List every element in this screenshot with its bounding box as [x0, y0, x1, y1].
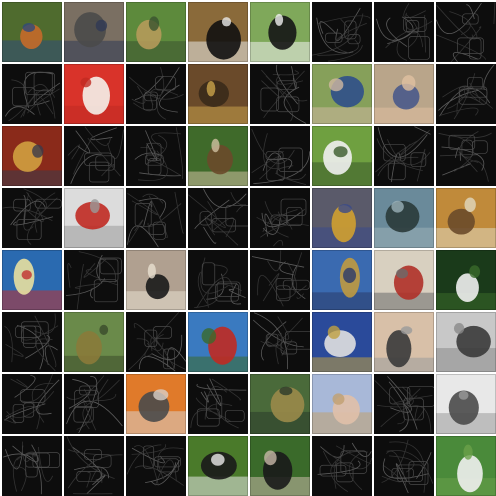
thumbnail-shelves — [188, 64, 248, 124]
thumbnail-edge-map — [436, 126, 496, 186]
thumbnail-edge-map — [126, 126, 186, 186]
thumbnail-edge-map — [374, 436, 434, 496]
thumbnail-edge-map — [312, 436, 372, 496]
thumbnail-edge-map — [64, 374, 124, 434]
thumbnail-person-forest — [188, 126, 248, 186]
thumbnail-fire-truck — [374, 250, 434, 310]
thumbnail-dog-grass — [188, 436, 248, 496]
thumbnail-edge-map — [188, 374, 248, 434]
thumbnail-objects-table — [312, 188, 372, 248]
thumbnail-child-fish — [312, 250, 372, 310]
thumbnail-edge-map — [250, 126, 310, 186]
thumbnail-dogs — [126, 250, 186, 310]
thumbnail-edge-map — [126, 64, 186, 124]
thumbnail-two-people — [374, 64, 434, 124]
thumbnail-edge-map — [126, 436, 186, 496]
thumbnail-gas-pump — [2, 250, 62, 310]
thumbnail-dog — [250, 2, 310, 62]
thumbnail-edge-map — [250, 312, 310, 372]
thumbnail-edge-map — [436, 2, 496, 62]
thumbnail-edge-map — [2, 64, 62, 124]
thumbnail-person-grass — [312, 126, 372, 186]
thumbnail-edge-map — [64, 126, 124, 186]
thumbnail-edge-map — [188, 188, 248, 248]
thumbnail-edge-map — [64, 436, 124, 496]
thumbnail-chainsaw — [126, 374, 186, 434]
thumbnail-golf-ball — [436, 250, 496, 310]
thumbnail-church-autumn — [436, 188, 496, 248]
thumbnail-edge-map — [250, 188, 310, 248]
thumbnail-edge-map — [2, 188, 62, 248]
thumbnail-dog — [188, 2, 248, 62]
thumbnail-edge-map — [436, 64, 496, 124]
thumbnail-person-indoor — [64, 2, 124, 62]
thumbnail-edge-map — [374, 374, 434, 434]
thumbnail-person-fish — [126, 2, 186, 62]
thumbnail-edge-map — [374, 2, 434, 62]
thumbnail-edge-map — [250, 250, 310, 310]
thumbnail-sky-field — [312, 374, 372, 434]
thumbnail-edge-map — [2, 374, 62, 434]
thumbnail-church-bw — [436, 312, 496, 372]
thumbnail-edge-map — [250, 64, 310, 124]
thumbnail-edge-map — [126, 188, 186, 248]
thumbnail-parachute — [64, 64, 124, 124]
thumbnail-golfer — [436, 436, 496, 496]
thumbnail-dog-fence — [250, 436, 310, 496]
thumbnail-person-chainsaw — [2, 2, 62, 62]
thumbnail-person-instrument — [2, 126, 62, 186]
thumbnail-edge-map — [374, 126, 434, 186]
thumbnail-edge-map — [312, 2, 372, 62]
thumbnail-road-dusk — [374, 188, 434, 248]
thumbnail-gas-pump-sign — [312, 312, 372, 372]
thumbnail-person-fish — [64, 312, 124, 372]
thumbnail-parachute-sky — [64, 188, 124, 248]
thumbnail-edge-map — [188, 250, 248, 310]
thumbnail-person-fish — [250, 374, 310, 434]
thumbnail-edge-map — [126, 312, 186, 372]
thumbnail-edge-map — [64, 250, 124, 310]
thumbnail-person-outdoor — [312, 64, 372, 124]
thumbnail-radio — [374, 312, 434, 372]
thumbnail-red-church — [188, 312, 248, 372]
thumbnail-edge-map — [2, 436, 62, 496]
thumbnail-cassette-player — [436, 374, 496, 434]
thumbnail-edge-map — [2, 312, 62, 372]
